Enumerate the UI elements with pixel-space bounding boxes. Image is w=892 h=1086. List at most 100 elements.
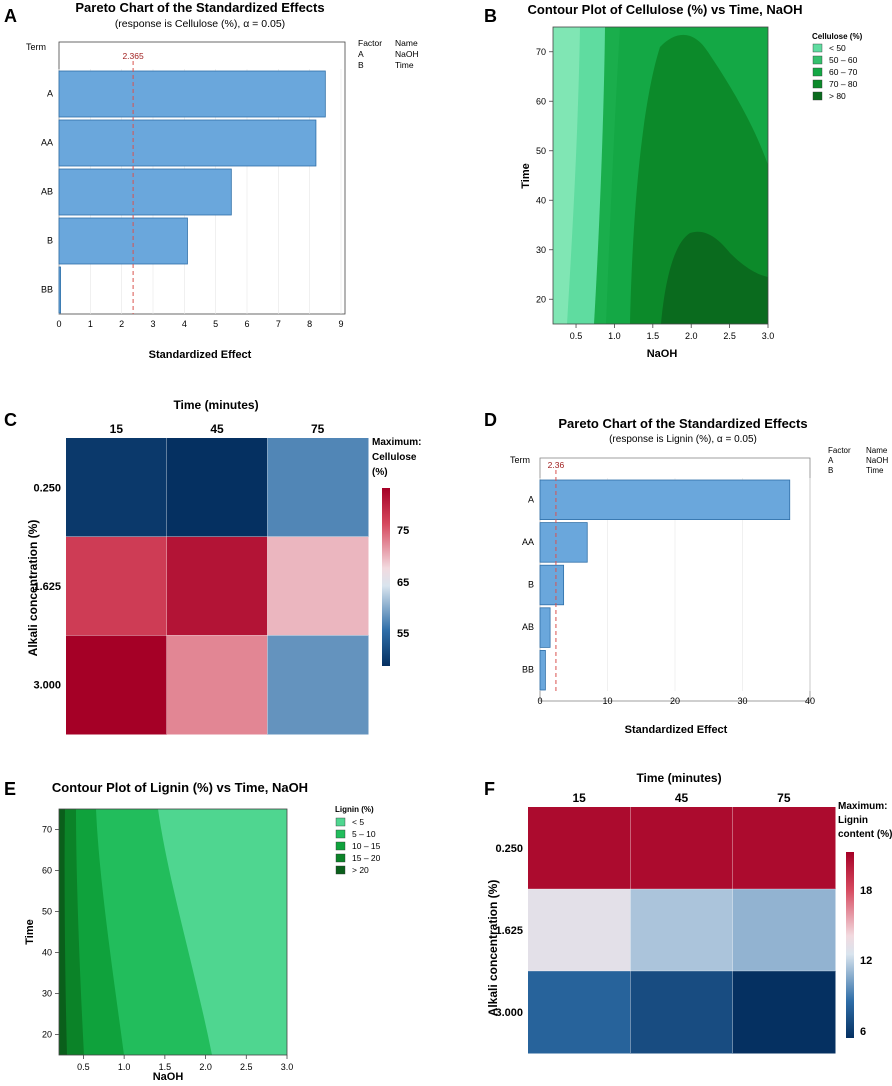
panel-letter-a: A bbox=[4, 6, 17, 26]
pareto-d-term-label-b: B bbox=[528, 580, 534, 590]
heatmap-c-cell bbox=[166, 438, 268, 538]
pareto-a-bar-aa bbox=[58, 119, 317, 167]
contour-b-legend-label: 50 – 60 bbox=[829, 55, 858, 65]
pareto-a-term-label-ab: AB bbox=[41, 187, 53, 197]
contour-b-region-gt-80 bbox=[661, 231, 768, 324]
heatmap-c-cell bbox=[66, 635, 168, 735]
heatmap-c-cell bbox=[66, 536, 168, 636]
contour-b-ytick-label: 30 bbox=[536, 245, 546, 255]
panel-e-contour-plot: Contour Plot of Lignin (%) vs Time, NaOH… bbox=[24, 780, 381, 1083]
heatmap-c-cell bbox=[66, 438, 168, 538]
contour-e-frame bbox=[58, 808, 288, 1056]
pareto-a-legend-name-b: Time bbox=[395, 60, 414, 70]
pareto-d-xtick-label: 0 bbox=[537, 696, 542, 706]
contour-e-legend-swatch bbox=[335, 853, 346, 863]
pareto-a-xtick-label: 4 bbox=[182, 319, 187, 329]
pareto-a-reference-label: 2.365 bbox=[122, 51, 144, 61]
heatmap-f-cell bbox=[732, 971, 836, 1054]
contour-e-xlabel: NaOH bbox=[153, 1071, 184, 1083]
pareto-d-reference-label: 2.36 bbox=[548, 460, 565, 470]
heatmap-f-ytick-label: 0.250 bbox=[495, 843, 523, 855]
pareto-a-xtick-label: 8 bbox=[307, 319, 312, 329]
contour-b-ytick-label: 60 bbox=[536, 96, 546, 106]
colorbar-f-title-line1: Maximum: bbox=[838, 801, 887, 812]
contour-b-legend-swatch bbox=[812, 91, 823, 101]
pareto-a-bar-b bbox=[58, 217, 188, 265]
pareto-d-xlabel: Standardized Effect bbox=[625, 724, 728, 736]
pareto-d-bar-b bbox=[539, 564, 565, 606]
pareto-a-term-label: Term bbox=[26, 42, 46, 52]
pareto-d-subtitle: (response is Lignin (%), α = 0.05) bbox=[609, 434, 757, 445]
pareto-a-term-label-a: A bbox=[47, 89, 53, 99]
pareto-a-term-label-bb: BB bbox=[41, 285, 53, 295]
panel-letter-d: D bbox=[484, 410, 497, 430]
contour-e-ytick-label: 70 bbox=[42, 825, 52, 835]
heatmap-f-ylabel: Alkali concentration (%) bbox=[486, 880, 500, 1017]
pareto-a-xlabel: Standardized Effect bbox=[149, 349, 252, 361]
pareto-d-legend-factor-header: Factor bbox=[828, 446, 851, 455]
heatmap-f-cell bbox=[630, 807, 734, 890]
heatmap-c-ytick-label: 1.625 bbox=[33, 581, 61, 593]
heatmap-c-ytick-label: 0.250 bbox=[33, 482, 61, 494]
contour-b-legend-label: 60 – 70 bbox=[829, 67, 858, 77]
contour-e-xtick-label: 3.0 bbox=[281, 1062, 294, 1072]
heatmap-c-cell bbox=[267, 438, 369, 538]
panel-letter-f: F bbox=[484, 779, 495, 799]
heatmap-f-xtick-label: 45 bbox=[675, 791, 689, 805]
contour-b-legend-label: > 80 bbox=[829, 91, 846, 101]
contour-b-legend-swatch bbox=[812, 43, 823, 53]
pareto-a-legend-factor-b: B bbox=[358, 60, 364, 70]
contour-e-ylabel: Time bbox=[24, 919, 36, 944]
contour-b-xtick-label: 3.0 bbox=[762, 331, 775, 341]
contour-e-legend-label: < 5 bbox=[352, 817, 364, 827]
contour-b-xtick-label: 1.5 bbox=[647, 331, 660, 341]
heatmap-c-xtick-label: 45 bbox=[210, 422, 224, 436]
pareto-d-title: Pareto Chart of the Standardized Effects bbox=[558, 416, 807, 431]
contour-b-region-lt-50-edge bbox=[553, 27, 580, 324]
contour-e-ytick-label: 50 bbox=[42, 907, 52, 917]
heatmap-c-xtick-label: 15 bbox=[110, 422, 124, 436]
pareto-d-bar-aa bbox=[539, 522, 588, 563]
pareto-d-term-label-aa: AA bbox=[522, 537, 534, 547]
colorbar-f-title-line2: Lignin bbox=[838, 815, 868, 826]
contour-e-xtick-label: 1.5 bbox=[159, 1062, 172, 1072]
pareto-a-xtick-label: 6 bbox=[244, 319, 249, 329]
panel-f-heatmap: Time (minutes) 15 45 75 0.250 1.625 3.000 Alk… bbox=[486, 771, 892, 1054]
panel-letter-e: E bbox=[4, 779, 16, 799]
contour-b-xtick-label: 0.5 bbox=[570, 331, 583, 341]
pareto-a-xtick-label: 0 bbox=[56, 319, 61, 329]
pareto-d-xtick-label: 10 bbox=[602, 696, 612, 706]
contour-e-xtick-label: 2.5 bbox=[240, 1062, 253, 1072]
heatmap-c-ylabel: Alkali concentration (%) bbox=[26, 520, 40, 657]
contour-b-frame bbox=[552, 26, 769, 325]
contour-b-legend-label: < 50 bbox=[829, 43, 846, 53]
pareto-d-legend-name-a: NaOH bbox=[866, 456, 888, 465]
pareto-a-bar-bb bbox=[58, 266, 61, 314]
colorbar-f-tick-12: 12 bbox=[860, 955, 872, 967]
pareto-d-legend-factor-b: B bbox=[828, 466, 833, 475]
contour-e-legend-label: 15 – 20 bbox=[352, 853, 381, 863]
pareto-d-xtick-label: 30 bbox=[737, 696, 747, 706]
heatmap-f-cell bbox=[732, 889, 836, 972]
pareto-d-legend-name-header: Name bbox=[866, 446, 888, 455]
pareto-a-subtitle: (response is Cellulose (%), α = 0.05) bbox=[115, 18, 285, 30]
pareto-d-bar-a bbox=[539, 479, 791, 520]
heatmap-f-xlabel: Time (minutes) bbox=[636, 771, 721, 785]
heatmap-f-ytick-label: 3.000 bbox=[495, 1007, 523, 1019]
colorbar-c-tick-55: 55 bbox=[397, 628, 409, 640]
panel-letter-c: C bbox=[4, 410, 17, 430]
pareto-a-bar-ab bbox=[58, 168, 232, 216]
pareto-a-xtick-label: 9 bbox=[338, 319, 343, 329]
pareto-a-term-label-b: B bbox=[47, 236, 53, 246]
contour-e-ytick-label: 60 bbox=[42, 866, 52, 876]
pareto-a-legend-factor-header: Factor bbox=[358, 38, 382, 48]
heatmap-c-ytick-label: 3.000 bbox=[33, 680, 61, 692]
pareto-a-xtick-label: 7 bbox=[276, 319, 281, 329]
contour-e-xtick-label: 0.5 bbox=[77, 1062, 90, 1072]
heatmap-f-cell bbox=[528, 971, 631, 1054]
pareto-a-xtick-label: 3 bbox=[150, 319, 155, 329]
panel-b-contour-plot: Contour Plot of Cellulose (%) vs Time, N… bbox=[520, 2, 863, 360]
contour-b-xtick-label: 2.0 bbox=[685, 331, 698, 341]
contour-e-legend-swatch bbox=[335, 817, 346, 827]
